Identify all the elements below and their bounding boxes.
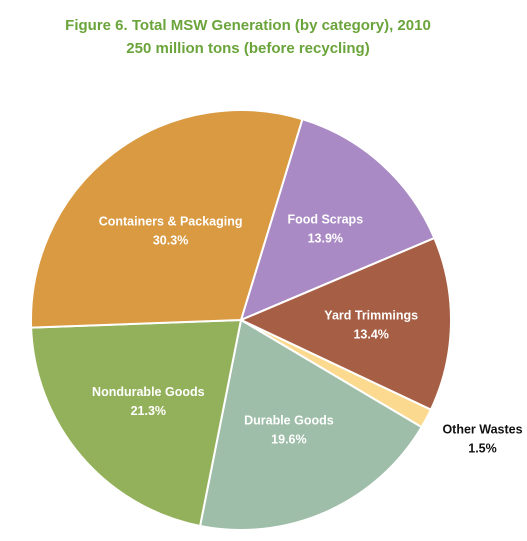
slice-value-other-wastes: 1.5% (468, 442, 497, 456)
slice-value-nondurable-goods: 21.3% (131, 404, 166, 418)
slice-label-yard-trimmings: Yard Trimmings (324, 309, 418, 323)
pie-slice-durable-goods (199, 319, 423, 531)
slice-label-durable-goods: Durable Goods (244, 413, 334, 427)
pie-slice-yard-trimmings (240, 237, 452, 411)
pie-slice-nondurable-goods (30, 319, 242, 527)
slice-value-food-scraps: 13.9% (308, 231, 343, 245)
chart-title: Figure 6. Total MSW Generation (by categ… (65, 17, 431, 34)
pie-slice-containers-packaging (30, 109, 304, 329)
pie-labels: Food Scraps 13.9% Yard Trimmings 13.4% Other… (92, 212, 523, 455)
slice-value-containers-packaging: 30.3% (153, 233, 188, 247)
pie-slices (30, 109, 452, 531)
slice-value-durable-goods: 19.6% (271, 432, 306, 446)
pie-slice-food-scraps (240, 118, 436, 321)
slice-value-yard-trimmings: 13.4% (353, 328, 388, 342)
slice-label-nondurable-goods: Nondurable Goods (92, 385, 205, 399)
slice-label-food-scraps: Food Scraps (287, 212, 363, 226)
slice-label-other-wastes: Other Wastes (442, 423, 522, 437)
slice-label-containers-packaging: Containers & Packaging (99, 214, 243, 228)
chart-subtitle: 250 million tons (before recycling) (126, 40, 369, 57)
